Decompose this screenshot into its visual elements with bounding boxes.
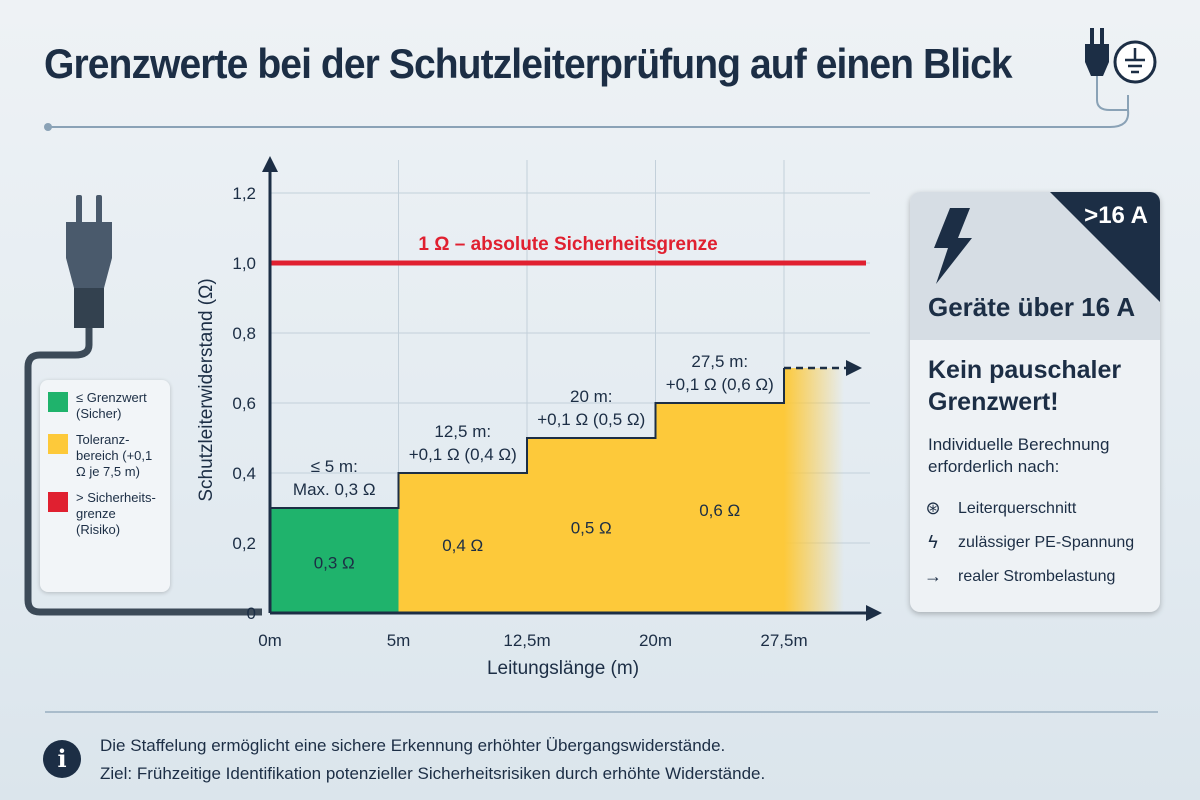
y-tick-label: 0,2 [232,534,256,553]
footer-line-2: Ziel: Frühzeitige Identifikation potenzi… [100,764,766,783]
step-annotation: +0,1 Ω (0,5 Ω) [537,410,645,429]
step-annotation: 27,5 m: [691,352,748,371]
panel-item-label: Leiterquerschnitt [958,499,1077,517]
limit-line-label: 1 Ω – absolute Sicherheitsgrenze [418,234,717,255]
info-icon: i [43,740,81,778]
legend-label: ≤ Grenzwert (Sicher) [76,390,147,421]
legend-item-safe: ≤ Grenzwert (Sicher) [48,390,162,422]
legend-label: Toleranz-bereich (+0,1 Ω je 7,5 m) [76,432,153,479]
y-axis-label: Schutzleiterwiderstand (Ω) [196,278,217,501]
y-tick-label: 0,4 [232,464,256,483]
current-badge: >16 A [1084,202,1148,229]
y-tick-label: 1,0 [232,254,256,273]
step-bar [527,438,656,613]
arrow-head-icon [846,360,862,376]
panel-corner [1050,192,1160,302]
lightning-icon [934,208,972,284]
y-tick-label: 0,6 [232,394,256,413]
footer-divider [45,711,1158,713]
step-outline [270,368,785,509]
step-bar [270,508,399,613]
panel-heading: Geräte über 16 A [928,292,1136,322]
legend-label: > Sicherheits-grenze (Risiko) [76,490,156,537]
panel-item-label: realer Strombelastung [958,567,1116,585]
panel-item: ⊛ Leiterquerschnitt [922,498,1076,519]
panel-intro: Individuelle Berechnung erforderlich nac… [928,435,1110,476]
step-annotation: +0,1 Ω (0,4 Ω) [409,445,517,464]
step-value-label: 0,5 Ω [571,519,612,538]
y-tick-label: 0,8 [232,324,256,343]
plug-cable-icon [24,195,262,616]
x-tick-label: 12,5m [503,631,550,650]
swatch-green [48,392,68,412]
step-value-label: 0,4 Ω [442,536,483,555]
title-underline [44,95,1130,131]
panel-item: ϟ zulässiger PE-Spannung [922,532,1134,553]
panel-item: → realer Strombelastung [922,566,1115,587]
legend: ≤ Grenzwert (Sicher) Toleranz-bereich (+… [40,380,170,592]
step-value-label: 0,3 Ω [314,554,355,573]
y-axis-arrow-icon [262,156,278,172]
step-annotation: Max. 0,3 Ω [293,480,376,499]
x-tick-label: 5m [387,631,411,650]
legend-item-tolerance: Toleranz-bereich (+0,1 Ω je 7,5 m) [48,432,162,480]
step-value-label: 0,6 Ω [699,501,740,520]
swatch-yellow [48,434,68,454]
swatch-red [48,492,68,512]
step-bar [784,368,844,613]
x-tick-label: 0m [258,631,282,650]
x-tick-label: 20m [639,631,672,650]
page-title: Grenzwerte bei der Schutzleiterprüfung a… [44,40,1013,87]
step-annotation: ≤ 5 m: [311,457,358,476]
lightning-icon: ϟ [928,532,938,552]
panel-item-label: zulässiger PE-Spannung [958,533,1135,551]
legend-item-risk: > Sicherheits-grenze (Risiko) [48,490,162,538]
step-bar [655,403,784,613]
step-annotation: +0,1 Ω (0,6 Ω) [666,375,774,394]
plug-ground-icon [1085,28,1157,111]
arrow-right-icon: → [924,566,942,586]
step-annotation: 12,5 m: [434,422,491,441]
step-annotation: 20 m: [570,387,613,406]
x-axis-label: Leitungslänge (m) [487,658,639,679]
y-tick-label: 1,2 [232,184,256,203]
panel-key-message: Kein pauschaler Grenzwert! [928,356,1122,416]
y-tick-label: 0 [247,604,256,623]
x-axis-arrow-icon [866,605,882,621]
info-panel-16a: >16 A Geräte über 16 A Kein pauschaler G… [910,192,1160,612]
cable-icon: ⊛ [925,498,941,518]
x-tick-label: 27,5m [760,631,807,650]
footer-line-1: Die Staffelung ermöglicht eine sichere E… [100,736,726,755]
step-bar [398,473,527,613]
